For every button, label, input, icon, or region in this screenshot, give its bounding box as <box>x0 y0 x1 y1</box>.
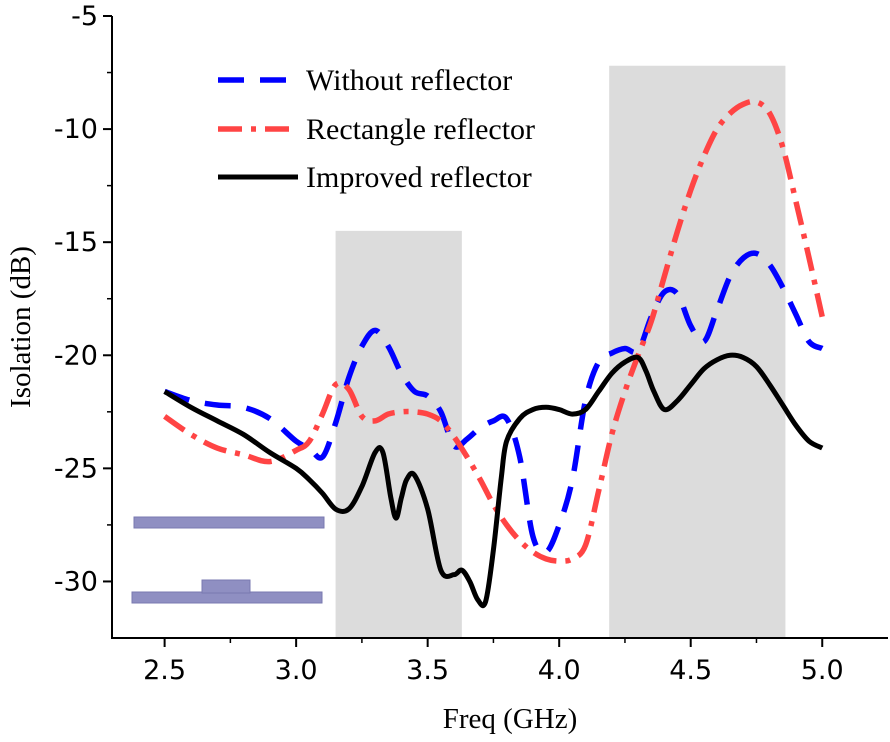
y-tick-label: -10 <box>54 114 98 145</box>
data-lines <box>163 98 825 609</box>
y-tick-label: -5 <box>71 1 98 32</box>
legend-label: Without reflector <box>306 64 512 97</box>
series-line-rectangle-reflector <box>163 98 825 564</box>
legend-label: Improved reflector <box>306 161 532 194</box>
y-tick-label: -30 <box>54 566 98 597</box>
x-tick-label: 3.0 <box>275 655 318 686</box>
x-tick-label: 5.0 <box>801 655 844 686</box>
series-line-improved-reflector <box>163 352 824 609</box>
series-line-without-reflector <box>163 250 824 556</box>
reflector-inset <box>131 516 325 604</box>
y-axis-title: Isolation (dB) <box>5 246 37 408</box>
legend-label: Rectangle reflector <box>306 113 535 146</box>
shaded-bands <box>335 65 786 638</box>
x-tick-label: 3.5 <box>406 655 449 686</box>
y-tick-label: -15 <box>54 227 98 258</box>
x-tick-label: 4.5 <box>669 655 712 686</box>
x-tick-label: 2.5 <box>143 655 186 686</box>
shaded-band-2 <box>609 65 786 638</box>
legend: Without reflector Rectangle reflector Impr… <box>218 64 535 194</box>
y-tick-label: -20 <box>54 340 98 371</box>
x-axis-title: Freq (GHz) <box>443 703 577 735</box>
inset-lower-plate <box>131 591 323 604</box>
y-tick-label: -25 <box>54 453 98 484</box>
x-tick-label: 4.0 <box>538 655 581 686</box>
axes <box>111 16 888 639</box>
ticks: 2.5 3.0 3.5 4.0 4.5 5.0 -5 -10 -15 -20 -25 -30 <box>54 1 844 686</box>
inset-upper-plate <box>133 516 325 529</box>
inset-feed-block <box>201 579 251 594</box>
